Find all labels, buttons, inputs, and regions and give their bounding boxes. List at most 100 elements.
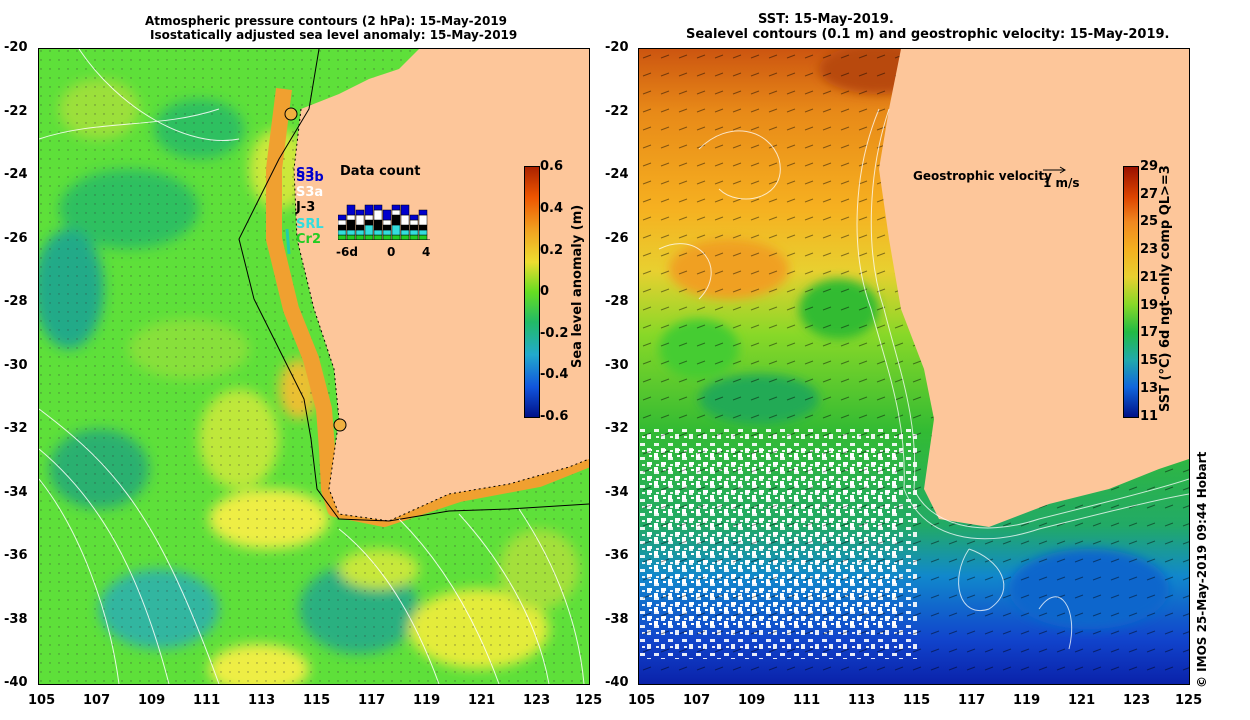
data-count-bar-segment bbox=[346, 219, 356, 231]
left-title-line2: Isostatically adjusted sea level anomaly… bbox=[150, 28, 518, 42]
sla-cb-tick: 0.6 bbox=[540, 159, 564, 174]
lat-tick: -24 bbox=[605, 167, 629, 182]
data-count-bar-segment bbox=[346, 234, 356, 240]
lon-tick: 119 bbox=[1013, 693, 1041, 708]
data-count-bar-segment bbox=[355, 214, 365, 226]
data-count-bar-segment bbox=[382, 219, 392, 226]
lat-tick: -28 bbox=[605, 294, 629, 309]
sst-cb-tick: 13 bbox=[1140, 381, 1159, 396]
sst-cb-tick: 27 bbox=[1140, 187, 1159, 202]
lat-tick: -26 bbox=[4, 231, 28, 246]
data-count-bar-segment bbox=[338, 214, 347, 221]
data-count-bar-segment bbox=[418, 224, 428, 231]
data-count-bar-segment bbox=[364, 214, 374, 221]
lat-tick: -28 bbox=[4, 294, 28, 309]
lat-tick: -34 bbox=[605, 485, 629, 500]
sla-cb-tick: 0.2 bbox=[540, 243, 564, 258]
data-count-bar-segment bbox=[338, 219, 347, 226]
sealevel-contours bbox=[658, 108, 1189, 650]
right-title-line1: SST: 15-May-2019. bbox=[758, 12, 894, 27]
data-count-bar-segment bbox=[391, 214, 401, 226]
sla-cb-tick: -0.2 bbox=[540, 326, 569, 341]
lat-tick: -20 bbox=[4, 40, 28, 55]
legend-s3a: S3a bbox=[296, 185, 324, 200]
lon-tick: 109 bbox=[138, 693, 166, 708]
tide-gauge-marker bbox=[284, 107, 298, 121]
shelf-contour bbox=[238, 49, 589, 522]
data-count-inset: S3 S3b S3a J-3 SRL Cr2 Data count -6d 0 … bbox=[296, 164, 436, 264]
data-count-bar-segment bbox=[382, 209, 392, 221]
data-count-bar-segment bbox=[400, 214, 410, 226]
sst-cb-tick: 15 bbox=[1140, 353, 1159, 368]
data-count-bar-segment bbox=[364, 224, 374, 236]
data-count-bar-segment bbox=[382, 224, 392, 231]
lon-tick: 113 bbox=[848, 693, 876, 708]
inset-xtick-0: 0 bbox=[387, 245, 396, 259]
lon-tick: 105 bbox=[28, 693, 56, 708]
sst-cb-tick: 11 bbox=[1140, 409, 1159, 424]
sst-colorbar-label: SST (°C) 6d ngt-only comp QL>=3 bbox=[1158, 165, 1173, 412]
lon-tick: 107 bbox=[683, 693, 711, 708]
data-count-bar-segment bbox=[391, 209, 401, 216]
data-count-bar-segment bbox=[400, 204, 410, 216]
lon-tick: 117 bbox=[958, 693, 986, 708]
data-count-bar-segment bbox=[409, 214, 419, 221]
lon-tick: 107 bbox=[83, 693, 111, 708]
tide-gauge-marker bbox=[333, 418, 347, 432]
data-count-bar-segment bbox=[418, 234, 428, 240]
data-count-bar-segment bbox=[382, 229, 392, 236]
lon-tick: 105 bbox=[628, 693, 656, 708]
lat-tick: -22 bbox=[605, 104, 629, 119]
lon-tick: 125 bbox=[1175, 693, 1203, 708]
data-count-bar-segment bbox=[373, 234, 383, 240]
lon-tick: 121 bbox=[1068, 693, 1096, 708]
data-count-bar-segment bbox=[346, 229, 356, 236]
cyan-track-mark bbox=[285, 228, 291, 255]
lat-tick: -30 bbox=[4, 358, 28, 373]
data-count-bar-segment bbox=[391, 204, 401, 211]
lat-tick: -36 bbox=[4, 548, 28, 563]
lat-tick: -32 bbox=[4, 421, 28, 436]
data-count-bar-segment bbox=[400, 234, 410, 240]
lat-tick: -20 bbox=[605, 40, 629, 55]
lat-tick: -24 bbox=[4, 167, 28, 182]
lat-tick: -40 bbox=[605, 675, 629, 690]
sla-cb-tick: -0.6 bbox=[540, 409, 569, 424]
data-count-bar-segment bbox=[338, 229, 347, 236]
sst-cb-tick: 29 bbox=[1140, 159, 1159, 174]
left-title-line1: Atmospheric pressure contours (2 hPa): 1… bbox=[145, 14, 508, 28]
data-count-bar-segment bbox=[418, 209, 428, 216]
data-count-bar-segment bbox=[382, 234, 392, 240]
data-count-bar-segment bbox=[418, 229, 428, 236]
lon-tick: 115 bbox=[903, 693, 931, 708]
coastal-sla-band bbox=[266, 88, 589, 527]
inset-xtick-4: 4 bbox=[422, 245, 431, 259]
data-count-bar-segment bbox=[346, 204, 356, 216]
data-count-bar-segment bbox=[400, 229, 410, 236]
lat-tick: -32 bbox=[605, 421, 629, 436]
lat-tick: -34 bbox=[4, 485, 28, 500]
data-count-bar-segment bbox=[355, 234, 365, 240]
lon-tick: 109 bbox=[738, 693, 766, 708]
data-count-bar-segment bbox=[346, 214, 356, 221]
sla-cb-tick: -0.4 bbox=[540, 367, 569, 382]
legend-cr2: Cr2 bbox=[296, 232, 321, 247]
lon-tick: 113 bbox=[248, 693, 276, 708]
sla-colorbar-label: Sea level anomaly (m) bbox=[570, 204, 585, 368]
lat-tick: -30 bbox=[605, 358, 629, 373]
right-title-line2: Sealevel contours (0.1 m) and geostrophi… bbox=[686, 27, 1170, 42]
australia-landmass-left bbox=[294, 49, 589, 521]
sst-colorbar bbox=[1123, 166, 1139, 418]
data-count-bar-segment bbox=[355, 224, 365, 231]
sla-cb-tick: 0.4 bbox=[540, 201, 564, 216]
lat-tick: -38 bbox=[4, 612, 28, 627]
sla-colorbar bbox=[524, 166, 540, 418]
data-count-bar-segment bbox=[373, 209, 383, 221]
lon-tick: 115 bbox=[303, 693, 331, 708]
data-count-bar-segment bbox=[364, 204, 374, 216]
lon-tick: 121 bbox=[468, 693, 496, 708]
velocity-scale-label: 1 m/s bbox=[1043, 176, 1080, 190]
sla-map-svg bbox=[39, 49, 589, 684]
lat-tick: -40 bbox=[4, 675, 28, 690]
australia-landmass-right bbox=[879, 49, 1189, 527]
